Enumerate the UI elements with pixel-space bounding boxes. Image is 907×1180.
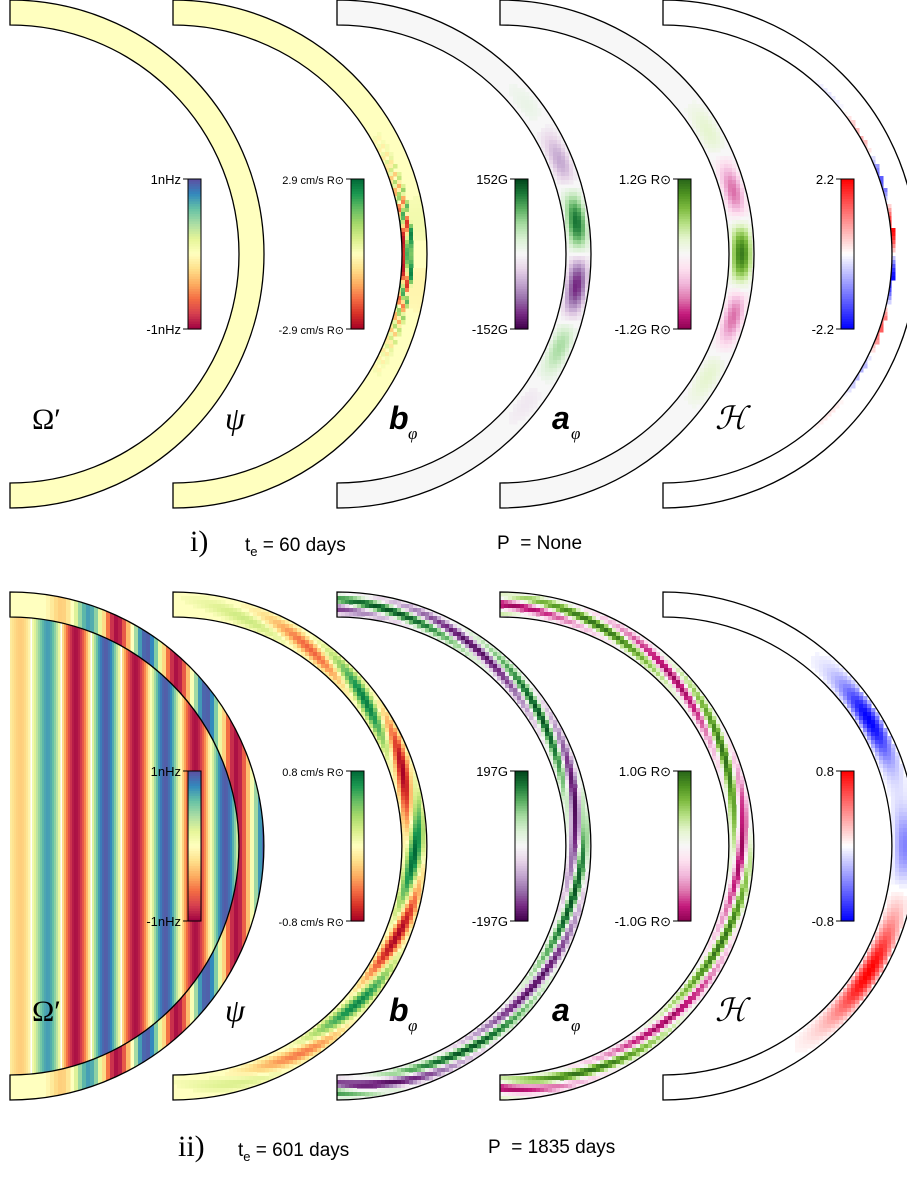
omega-stripes xyxy=(10,617,239,1075)
panel-i-period-value: None xyxy=(536,533,583,554)
field-symbol: a xyxy=(552,992,570,1028)
colorbar-frame xyxy=(350,770,365,922)
symbol-1: ψ xyxy=(225,400,246,436)
field-subscript: φ xyxy=(571,424,580,443)
shell-outline xyxy=(662,0,907,509)
shell-outline xyxy=(9,591,265,1101)
colorbar-1: 2.9 cm/s R⊙ -2.9 cm/s R⊙ xyxy=(279,175,365,337)
field-symbol: Ω′ xyxy=(32,995,61,1028)
colorbar-2: 197G -197G xyxy=(472,764,529,929)
symbol-0: Ω′ xyxy=(32,403,61,436)
symbol-4: ℋ xyxy=(715,400,751,436)
colorbar-max-label: 1nHz xyxy=(151,764,181,779)
field-h_i xyxy=(663,0,907,508)
colorbar-frame xyxy=(514,770,529,922)
field-subscript: φ xyxy=(571,1016,580,1035)
colorbar-min-label: -197G xyxy=(472,914,508,929)
panel-i-te-value: 60 days xyxy=(279,535,346,556)
colorbar-3: 1.2G R⊙ -1.2G R⊙ xyxy=(615,172,692,337)
hemisphere-3: 1.2G R⊙ -1.2G R⊙ a φ xyxy=(499,0,755,509)
panel-ii-label: ii) xyxy=(178,1130,205,1163)
colorbar-max-label: 0.8 xyxy=(816,764,834,779)
shell-outline xyxy=(336,591,592,1101)
colorbar-max-label: 1.0G R⊙ xyxy=(619,764,671,779)
shell-outline xyxy=(336,0,592,509)
colorbar-max-label: 2.9 cm/s R⊙ xyxy=(282,175,344,187)
colorbar-max-label: 2.2 xyxy=(816,172,834,187)
colorbar-4: 2.2 -2.2 xyxy=(812,172,855,337)
field-subscript: φ xyxy=(408,424,417,443)
colorbar-max-label: 0.8 cm/s R⊙ xyxy=(282,767,344,779)
colorbar-min-label: -152G xyxy=(472,322,508,337)
shell-outline xyxy=(499,0,755,509)
field-symbol: ψ xyxy=(225,992,246,1028)
colorbar-min-label: -1nHz xyxy=(146,914,181,929)
colorbar-min-label: -2.9 cm/s R⊙ xyxy=(279,325,344,337)
field-b_ii xyxy=(337,592,591,1100)
field-symbol: b xyxy=(389,992,409,1028)
symbol-1: ψ xyxy=(225,992,246,1028)
hemisphere-0: 1nHz -1nHz Ω′ xyxy=(9,0,265,509)
symbol-4: ℋ xyxy=(715,992,751,1028)
field-symbol: Ω′ xyxy=(32,403,61,436)
hemisphere-4: 0.8 -0.8 ℋ xyxy=(662,591,907,1101)
panel-i-period: P = None xyxy=(497,533,583,554)
shell-outline xyxy=(499,591,755,1101)
colorbar-frame xyxy=(677,178,692,330)
colorbar-min-label: -0.8 xyxy=(812,914,834,929)
colorbar-frame xyxy=(350,178,365,330)
panel-i-te: te = 60 days xyxy=(245,535,346,559)
colorbar-frame xyxy=(187,770,202,922)
colorbar-1: 0.8 cm/s R⊙ -0.8 cm/s R⊙ xyxy=(279,767,365,929)
field-symbol: ℋ xyxy=(715,992,751,1028)
colorbar-min-label: -1nHz xyxy=(146,322,181,337)
colorbar-0: 1nHz -1nHz xyxy=(146,764,202,929)
panel-ii-period-value: 1835 days xyxy=(527,1137,616,1158)
panel-ii: 1nHz -1nHz Ω′ 0.8 cm/s R⊙ -0.8 cm/s R⊙ ψ 197G -… xyxy=(9,591,907,1101)
colorbar-max-label: 197G xyxy=(476,764,508,779)
panel-i: 1nHz -1nHz Ω′ 2.9 cm/s R⊙ -2.9 cm/s R⊙ ψ 152G -… xyxy=(9,0,907,509)
hemisphere-1: 2.9 cm/s R⊙ -2.9 cm/s R⊙ ψ xyxy=(172,0,428,509)
field-symbol: ψ xyxy=(225,400,246,436)
colorbar-3: 1.0G R⊙ -1.0G R⊙ xyxy=(615,764,692,929)
colorbar-0: 1nHz -1nHz xyxy=(146,172,202,337)
colorbar-frame xyxy=(677,770,692,922)
hemisphere-4: 2.2 -2.2 ℋ xyxy=(662,0,907,509)
colorbar-max-label: 1nHz xyxy=(151,172,181,187)
field-symbol: b xyxy=(389,400,409,436)
hemisphere-0: 1nHz -1nHz Ω′ xyxy=(9,591,265,1101)
panel-ii-period: P = 1835 days xyxy=(488,1137,616,1158)
colorbar-frame xyxy=(187,178,202,330)
colorbar-min-label: -1.0G R⊙ xyxy=(615,914,671,929)
colorbar-min-label: -2.2 xyxy=(812,322,834,337)
panel-i-label: i) xyxy=(190,525,209,558)
colorbar-max-label: 152G xyxy=(476,172,508,187)
colorbar-4: 0.8 -0.8 xyxy=(812,764,855,929)
shell-outline xyxy=(9,0,265,509)
colorbar-frame xyxy=(840,178,855,330)
colorbar-min-label: -0.8 cm/s R⊙ xyxy=(279,917,344,929)
panel-ii-te-value: 601 days xyxy=(272,1140,350,1161)
field-h_ii xyxy=(663,592,907,1100)
field-subscript: φ xyxy=(408,1016,417,1035)
shell-outline xyxy=(662,591,907,1101)
colorbar-min-label: -1.2G R⊙ xyxy=(615,322,671,337)
panel-ii-te: te = 601 days xyxy=(238,1140,350,1164)
colorbar-frame xyxy=(514,178,529,330)
symbol-0: Ω′ xyxy=(32,995,61,1028)
field-symbol: a xyxy=(552,400,570,436)
shell-outline xyxy=(172,0,428,509)
colorbar-max-label: 1.2G R⊙ xyxy=(619,172,671,187)
colorbar-2: 152G -152G xyxy=(472,172,529,337)
field-symbol: ℋ xyxy=(715,400,751,436)
shell-outline xyxy=(172,591,428,1101)
colorbar-frame xyxy=(840,770,855,922)
